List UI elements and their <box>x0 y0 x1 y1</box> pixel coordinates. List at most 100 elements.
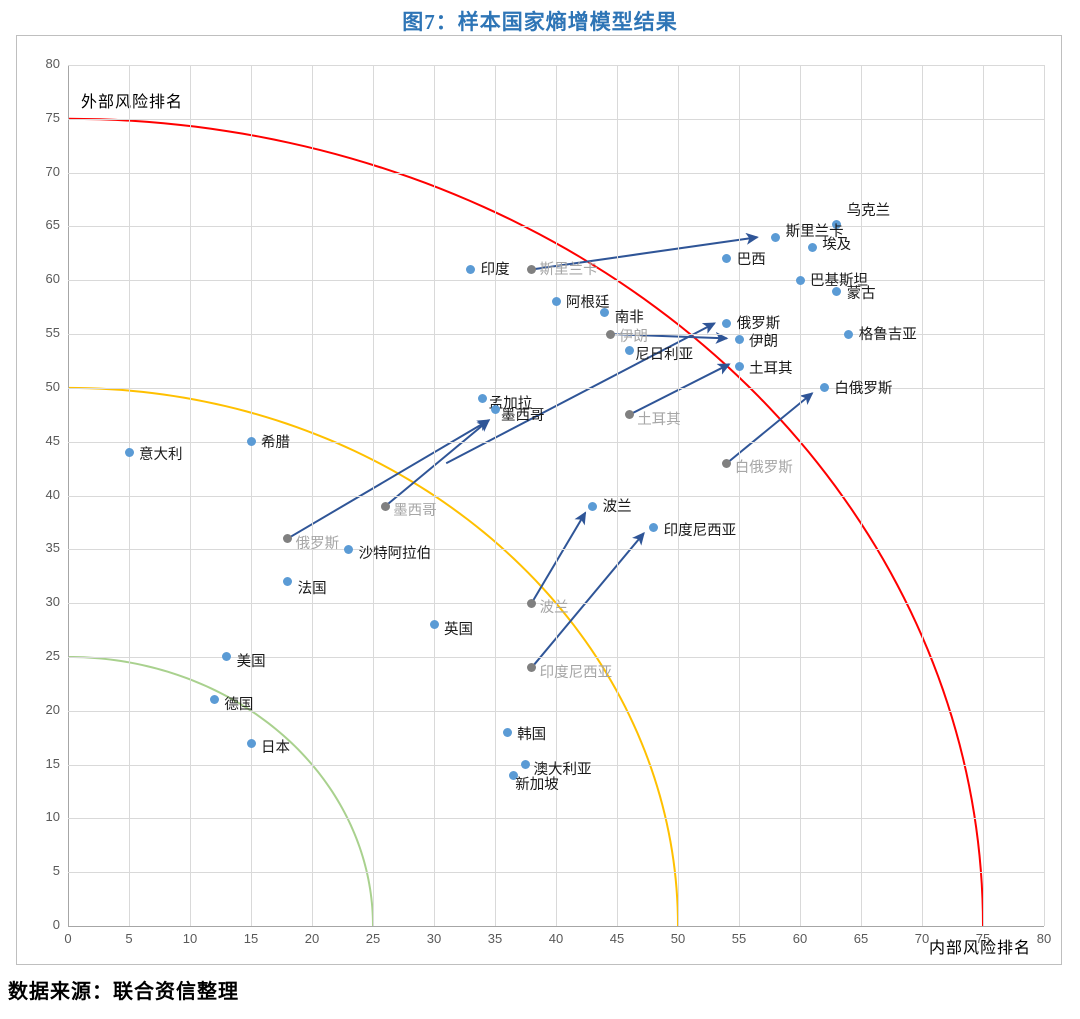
gridline-horizontal <box>68 280 1044 282</box>
x-axis-tick-label: 25 <box>365 931 381 946</box>
data-point-label: 格鲁吉亚 <box>858 327 917 344</box>
gridline-horizontal <box>68 656 1044 658</box>
data-point-label: 俄罗斯 <box>295 535 340 552</box>
data-point[interactable] <box>521 760 530 770</box>
data-point[interactable] <box>722 318 732 328</box>
x-axis-tick-label: 75 <box>975 931 991 946</box>
data-point[interactable] <box>246 738 256 748</box>
x-axis-tick-label: 50 <box>670 931 686 946</box>
gridline-horizontal <box>68 926 1044 927</box>
gridline-horizontal <box>68 65 1044 66</box>
data-point[interactable] <box>209 695 219 705</box>
y-axis-tick-label: 70 <box>45 163 60 179</box>
data-point[interactable] <box>527 598 537 608</box>
x-axis-tick-label: 65 <box>853 931 869 946</box>
data-point[interactable] <box>624 410 634 420</box>
data-point-label: 孟加拉 <box>488 395 533 412</box>
y-axis-tick-label: 25 <box>45 647 60 663</box>
data-point[interactable] <box>807 243 817 253</box>
data-point[interactable] <box>246 437 256 447</box>
poland-shift <box>530 511 587 604</box>
data-point[interactable] <box>734 334 744 344</box>
data-point[interactable] <box>649 523 659 533</box>
x-axis-tick-label: 45 <box>609 931 625 946</box>
nigeria-shift <box>445 322 717 465</box>
risk-arcs <box>67 117 984 927</box>
x-axis-tick-label: 55 <box>731 931 747 946</box>
data-point[interactable] <box>624 345 634 355</box>
chart-frame: 外部风险排名 内部风险排名 0 5 10 15 20 25 30 35 40 45 50 55 60 65… <box>16 35 1062 965</box>
gridline-horizontal <box>68 495 1044 497</box>
data-point[interactable] <box>466 264 476 274</box>
data-point-label: 印度 <box>480 262 510 279</box>
data-point[interactable] <box>502 727 512 737</box>
data-point[interactable] <box>380 501 390 511</box>
gridline-horizontal <box>68 818 1044 820</box>
data-point-label: 法国 <box>297 580 327 597</box>
data-point[interactable] <box>832 219 842 229</box>
data-point[interactable] <box>844 329 854 339</box>
data-point[interactable] <box>283 577 293 587</box>
shift-arrows <box>287 232 814 669</box>
data-point-label: 蒙古 <box>846 286 876 302</box>
data-point[interactable] <box>722 254 732 264</box>
data-point-label: 伊朗 <box>749 334 778 351</box>
data-point-label: 韩国 <box>517 727 547 744</box>
data-point[interactable] <box>795 275 805 285</box>
figure-title: 图7：样本国家熵增模型结果 <box>402 10 678 34</box>
data-point-label: 希腊 <box>261 434 290 451</box>
data-point[interactable] <box>600 308 610 318</box>
source-note: 数据来源：联合资信整理 <box>8 981 239 1003</box>
data-point[interactable] <box>819 383 829 393</box>
data-point[interactable] <box>490 404 500 414</box>
gridline-horizontal <box>68 603 1044 605</box>
chart-overlay-svg <box>67 117 984 927</box>
data-point[interactable] <box>527 663 537 673</box>
data-point[interactable] <box>734 361 744 371</box>
gridline-horizontal <box>68 172 1044 174</box>
y-axis-tick-label: 10 <box>45 809 60 825</box>
data-point[interactable] <box>283 534 293 544</box>
data-point-label: 德国 <box>224 696 254 713</box>
mexico-shift <box>384 419 491 508</box>
data-point[interactable] <box>551 297 561 307</box>
data-point-label: 印度尼西亚 <box>663 522 737 539</box>
data-point-label: 伊朗 <box>618 329 648 346</box>
data-point[interactable] <box>588 501 598 511</box>
data-point-label: 墨西哥 <box>393 503 437 520</box>
data-point[interactable] <box>832 286 842 296</box>
data-point-label: 埃及 <box>822 236 852 253</box>
data-point-label: 尼日利亚 <box>635 347 694 364</box>
data-point[interactable] <box>508 770 518 780</box>
data-point-label: 意大利 <box>139 447 183 464</box>
data-point-label: 乌克兰 <box>846 203 891 220</box>
data-point[interactable] <box>222 652 232 662</box>
data-point-label: 巴基斯坦 <box>810 273 868 290</box>
data-point-label: 沙特阿拉伯 <box>358 546 432 563</box>
y-axis-tick-label: 5 <box>52 863 60 879</box>
data-point[interactable] <box>722 458 732 468</box>
x-axis-tick-label: 35 <box>487 931 503 946</box>
y-axis-tick-label: 75 <box>45 109 60 125</box>
indonesia-shift <box>530 531 645 669</box>
gridline-horizontal <box>68 710 1044 712</box>
y-axis-tick-label: 0 <box>52 917 60 932</box>
x-axis-tick-label: 5 <box>125 931 133 946</box>
data-point[interactable] <box>606 329 616 339</box>
data-point-label: 英国 <box>444 621 473 638</box>
y-axis-tick-label: 55 <box>45 325 60 341</box>
data-point-label: 波兰 <box>602 499 632 516</box>
data-point[interactable] <box>771 232 781 242</box>
russia-shift <box>287 419 491 540</box>
data-point[interactable] <box>344 544 354 554</box>
data-point-label: 土耳其 <box>749 361 793 378</box>
x-axis-tick-label: 20 <box>304 931 320 946</box>
data-point[interactable] <box>478 394 488 404</box>
y-axis-tick-label: 45 <box>45 432 60 448</box>
data-point[interactable] <box>527 264 537 274</box>
x-axis-tick-label: 0 <box>64 931 72 946</box>
data-point[interactable] <box>124 447 134 457</box>
data-point[interactable] <box>429 620 439 630</box>
data-point-label: 俄罗斯 <box>736 316 781 333</box>
gridline-horizontal <box>68 549 1044 551</box>
